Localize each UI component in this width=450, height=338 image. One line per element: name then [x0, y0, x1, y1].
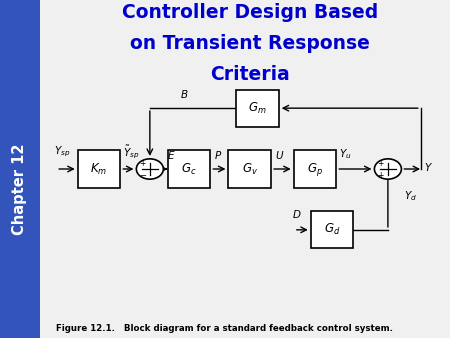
- Text: on Transient Response: on Transient Response: [130, 34, 370, 53]
- Text: $K_m$: $K_m$: [90, 162, 108, 176]
- Text: $Y$: $Y$: [424, 161, 433, 173]
- Text: $Y_{sp}$: $Y_{sp}$: [54, 144, 70, 159]
- Text: $Y_u$: $Y_u$: [338, 147, 351, 161]
- Text: +: +: [377, 171, 384, 180]
- Text: Chapter 12: Chapter 12: [12, 144, 27, 235]
- Bar: [77, 150, 120, 188]
- Text: $D$: $D$: [292, 208, 301, 220]
- Circle shape: [136, 159, 163, 179]
- Bar: [236, 90, 279, 127]
- Text: +: +: [377, 159, 384, 168]
- Bar: [310, 211, 354, 248]
- Text: Criteria: Criteria: [210, 65, 290, 84]
- Text: $G_p$: $G_p$: [307, 161, 323, 177]
- Text: $Y_d$: $Y_d$: [404, 189, 417, 203]
- Text: Figure 12.1.   Block diagram for a standard feedback control system.: Figure 12.1. Block diagram for a standar…: [57, 324, 393, 333]
- Text: $G_d$: $G_d$: [324, 222, 340, 237]
- Bar: [293, 150, 337, 188]
- Text: $G_v$: $G_v$: [242, 162, 258, 176]
- Text: $\tilde{Y}_{sp}$: $\tilde{Y}_{sp}$: [122, 143, 139, 161]
- Text: −: −: [139, 171, 146, 180]
- Text: $B$: $B$: [180, 88, 188, 100]
- Bar: [0, 0, 40, 338]
- Bar: [229, 150, 271, 188]
- Text: +: +: [139, 159, 146, 168]
- Text: $P$: $P$: [214, 148, 222, 161]
- Bar: [167, 150, 211, 188]
- Circle shape: [374, 159, 401, 179]
- Text: Controller Design Based: Controller Design Based: [122, 3, 378, 22]
- Text: $U$: $U$: [274, 148, 284, 161]
- Text: $G_m$: $G_m$: [248, 101, 267, 116]
- Text: $E$: $E$: [167, 148, 176, 161]
- Text: $G_c$: $G_c$: [181, 162, 197, 176]
